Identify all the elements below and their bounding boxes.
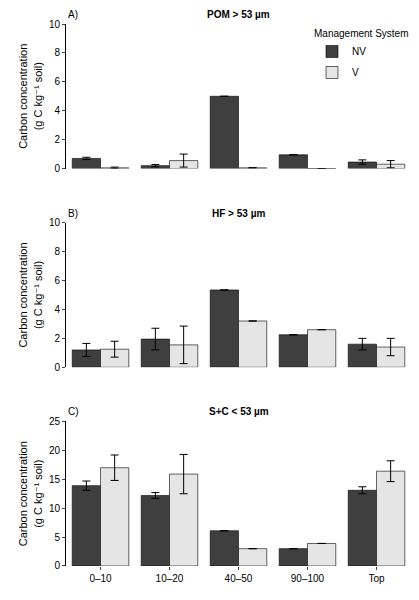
svg-text:Carbon concentration(g C kg⁻¹: Carbon concentration(g C kg⁻¹ soil)	[17, 44, 43, 149]
svg-text:8: 8	[54, 47, 60, 58]
svg-text:V: V	[352, 67, 359, 78]
svg-text:4: 4	[54, 105, 60, 116]
svg-text:15: 15	[49, 474, 61, 485]
svg-text:10: 10	[49, 19, 61, 30]
svg-text:8: 8	[54, 246, 60, 257]
svg-text:C): C)	[68, 406, 79, 417]
svg-text:NV: NV	[352, 46, 366, 57]
svg-text:4: 4	[54, 304, 60, 315]
svg-text:B): B)	[68, 208, 78, 219]
svg-text:Top: Top	[368, 573, 385, 584]
svg-text:6: 6	[54, 76, 60, 87]
svg-text:HF > 53 µm: HF > 53 µm	[212, 208, 265, 219]
svg-text:0: 0	[54, 163, 60, 174]
svg-text:2: 2	[54, 134, 60, 145]
svg-text:S+C < 53 µm: S+C < 53 µm	[209, 406, 269, 417]
svg-text:10: 10	[49, 503, 61, 514]
svg-text:90–100: 90–100	[291, 573, 325, 584]
svg-text:0: 0	[54, 560, 60, 571]
svg-text:Carbon concentration(g C kg⁻¹: Carbon concentration(g C kg⁻¹ soil)	[17, 441, 43, 546]
svg-text:A): A)	[68, 9, 78, 20]
svg-text:POM > 53 µm: POM > 53 µm	[207, 9, 270, 20]
svg-text:10: 10	[49, 217, 61, 228]
svg-text:2: 2	[54, 333, 60, 344]
svg-text:5: 5	[54, 532, 60, 543]
svg-text:0–10: 0–10	[89, 573, 112, 584]
svg-text:6: 6	[54, 275, 60, 286]
svg-text:40–50: 40–50	[225, 573, 253, 584]
svg-text:0: 0	[54, 362, 60, 373]
svg-text:Carbon concentration(g C kg⁻¹: Carbon concentration(g C kg⁻¹ soil)	[17, 242, 43, 347]
svg-text:25: 25	[49, 416, 61, 427]
svg-text:20: 20	[49, 445, 61, 456]
svg-text:10–20: 10–20	[156, 573, 184, 584]
svg-text:Management System: Management System	[314, 28, 409, 39]
